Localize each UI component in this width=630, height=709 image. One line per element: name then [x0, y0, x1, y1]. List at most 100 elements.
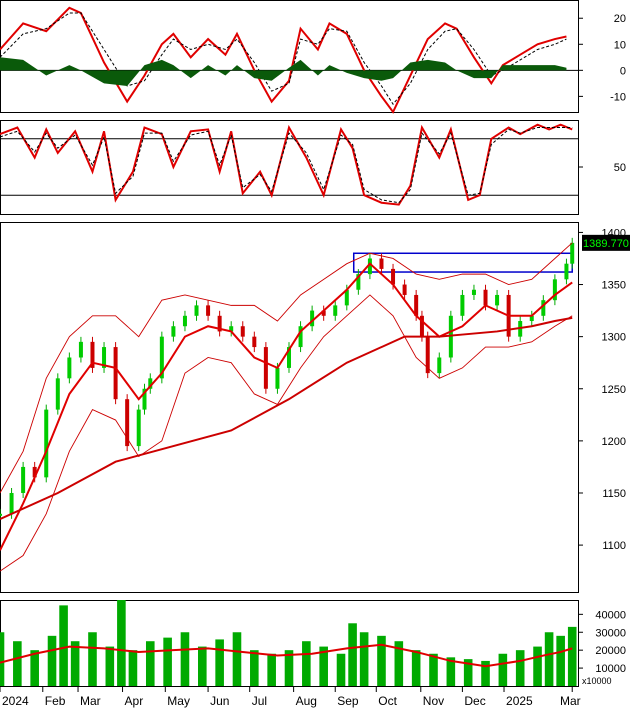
candle-body: [32, 466, 37, 478]
candle-body: [570, 242, 575, 264]
volume-bar: [567, 626, 577, 686]
line-ma-long: [0, 316, 573, 520]
x-tick-label: Dec: [464, 694, 485, 708]
candle-body: [217, 315, 222, 332]
line-band-upper: [0, 242, 573, 494]
volume-bar: [105, 646, 115, 686]
series-close: [0, 237, 575, 519]
candle-body: [136, 409, 141, 447]
volume-bar: [498, 653, 508, 686]
volume-bar: [180, 632, 190, 686]
candle-body: [367, 258, 372, 275]
candle-body: [90, 341, 95, 368]
price-frame: [0, 222, 579, 593]
volume-bar: [446, 657, 456, 686]
candle-body: [21, 466, 26, 493]
candle-body: [171, 326, 176, 337]
x-axis: 2024 Feb Mar Apr May Jun Jul Aug Sep Oct Nov Dec 202…: [0, 686, 581, 708]
candle-body: [460, 294, 465, 316]
volume-bar: [70, 641, 80, 686]
candle-body: [419, 315, 424, 337]
volume-bar: [515, 650, 525, 686]
x-tick-label: Mar: [80, 694, 101, 708]
volume-bar: [232, 632, 242, 686]
candle-body: [206, 305, 211, 316]
y-tick-label: 1250: [602, 384, 626, 396]
x-tick-label: May: [167, 694, 190, 708]
series-ma-long: [0, 316, 573, 520]
candle-body: [182, 315, 187, 327]
candle-body: [194, 305, 199, 316]
volume-bar: [359, 632, 369, 686]
y-tick-label: 1200: [602, 436, 626, 448]
y-tick-label: 40000: [595, 609, 626, 621]
series-macd: [0, 6, 567, 114]
candle-body: [102, 347, 107, 368]
line-signal: [0, 12, 567, 106]
candle-body: [310, 310, 315, 327]
volume-bar: [348, 623, 357, 686]
candle-body: [333, 305, 338, 316]
last-price-label: 1389.770: [583, 238, 629, 250]
volume-bar: [13, 641, 22, 686]
volume-bar: [267, 653, 276, 686]
candle-body: [142, 388, 147, 410]
x-tick-label: 2024: [2, 694, 29, 708]
y-tick-label: 1300: [602, 332, 626, 344]
x-tick-label: Apr: [125, 694, 144, 708]
candle-body: [44, 409, 49, 478]
x-tick-label: 2025: [506, 694, 533, 708]
line-ma-short: [0, 262, 573, 551]
candle-body: [148, 378, 153, 389]
candle-body: [0, 513, 2, 516]
candle-body: [240, 326, 245, 337]
series-k: [0, 123, 573, 206]
candle-body: [391, 268, 396, 285]
y-tick-label: 10: [614, 39, 626, 51]
series-volume: [0, 600, 577, 686]
x-tick-label: Aug: [296, 694, 317, 708]
volume-bar: [215, 639, 224, 686]
y-tick-label: 10000: [595, 663, 626, 675]
volume-bar: [463, 659, 473, 686]
volume-bar: [163, 637, 172, 686]
candle-body: [379, 258, 384, 269]
stochastic-frame: [0, 120, 579, 215]
volume-bar: [284, 650, 294, 686]
candle-body: [287, 347, 291, 368]
y-tick-label: 50: [614, 162, 626, 174]
last-price-tag: [582, 234, 630, 251]
y-tick-label: -10: [610, 91, 626, 103]
x-tick-label: Jul: [252, 694, 267, 708]
line-macd: [0, 6, 567, 114]
line-k: [0, 123, 573, 206]
series-band-lower: [0, 294, 573, 572]
candle-body: [471, 289, 476, 295]
candle-body: [564, 263, 569, 280]
chart-panels: 20100-1050140013501300125012001150110013…: [0, 0, 630, 687]
volume-bar: [336, 653, 346, 686]
stochastic-panel: 50: [0, 120, 626, 215]
volume-bar: [117, 600, 126, 686]
candle-body: [9, 492, 14, 514]
candle-body: [78, 341, 83, 358]
candle-body: [113, 347, 118, 400]
volume-bar: [544, 632, 554, 686]
candle-body: [529, 315, 534, 322]
volume-bar: [481, 660, 490, 686]
line-volume-ma: [0, 643, 573, 668]
candle-body: [321, 310, 326, 316]
candle-body: [402, 284, 407, 295]
candle-body: [298, 326, 303, 348]
volume-bar: [0, 632, 5, 686]
candle-body: [425, 336, 430, 374]
candle-body: [67, 357, 72, 379]
series-d: [0, 127, 573, 204]
volume-unit-label: x10000: [582, 676, 612, 686]
y-tick-label: 1350: [602, 280, 626, 292]
x-tick-label: Sep: [337, 694, 359, 708]
series-band-upper: [0, 242, 573, 494]
